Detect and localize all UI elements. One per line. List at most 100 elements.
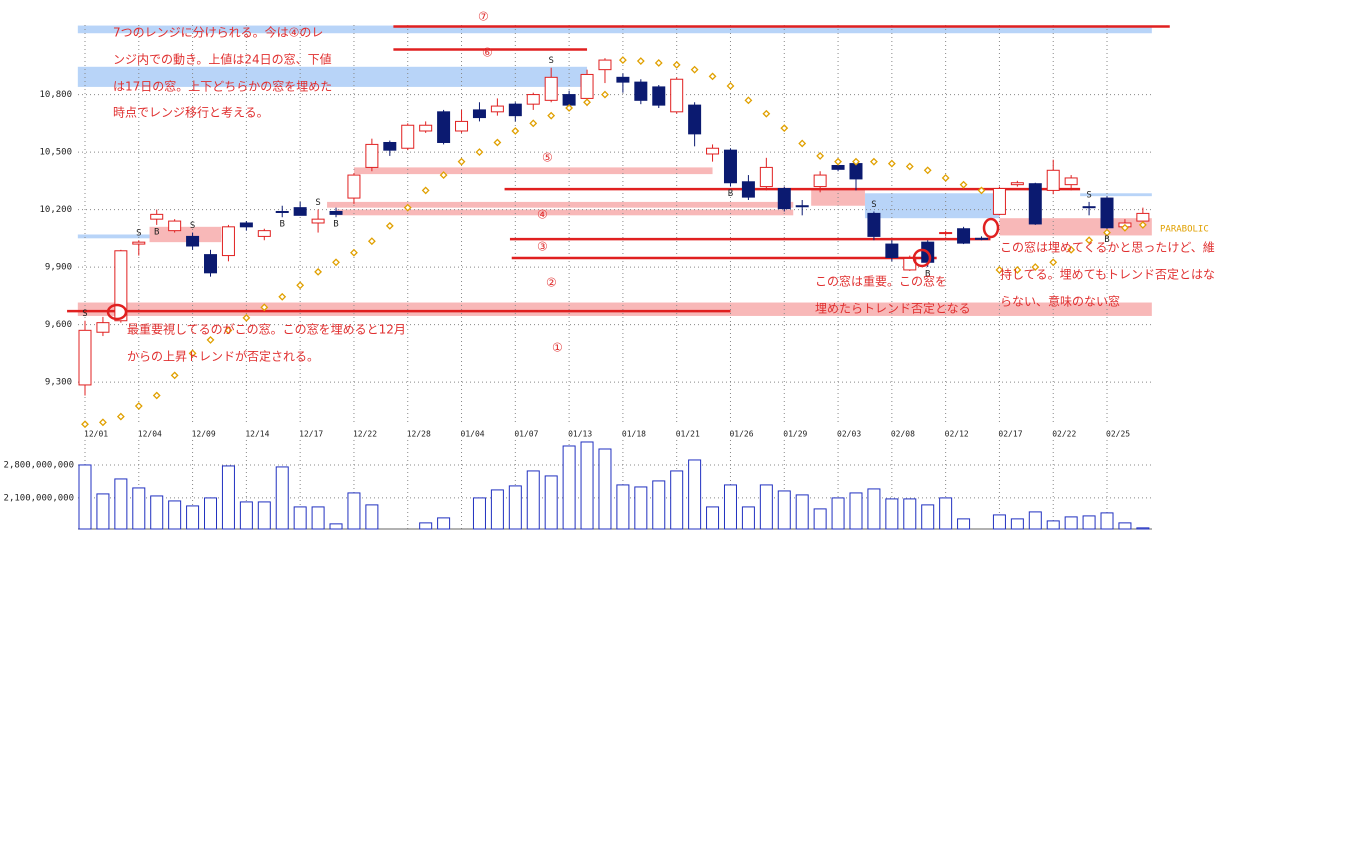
candle-body xyxy=(957,228,971,244)
parabolic-dot xyxy=(941,174,950,182)
candle-body xyxy=(150,213,164,220)
x-tick-label: 01/18 xyxy=(622,430,646,439)
range-label: ③ xyxy=(537,240,548,254)
volume-bar xyxy=(150,495,164,530)
volume-bar xyxy=(221,465,235,530)
volume-bar xyxy=(293,506,307,530)
candle-body xyxy=(347,174,361,199)
candle-body xyxy=(186,235,200,247)
signal-label: B xyxy=(333,220,338,230)
signal-label: S xyxy=(871,200,876,210)
parabolic-dot xyxy=(601,90,609,99)
candle-body xyxy=(1100,197,1114,229)
note: この窓は埋めてくるかと思ったけど、維 xyxy=(1000,240,1215,255)
candle-body xyxy=(670,78,684,113)
range-label: ⑦ xyxy=(478,10,489,24)
volume-bar xyxy=(419,522,433,530)
candle-body xyxy=(1136,212,1150,222)
candle-body xyxy=(1010,182,1024,186)
parabolic-dot xyxy=(170,371,179,380)
signal-label: B xyxy=(728,189,733,199)
volume-bar xyxy=(1046,520,1060,530)
parabolic-dot xyxy=(887,159,896,168)
x-tick-label: 12/22 xyxy=(353,430,377,439)
volume-bar xyxy=(867,488,881,530)
parabolic-dot xyxy=(367,237,376,246)
volume-bar xyxy=(239,501,253,530)
candle-body xyxy=(562,94,576,106)
volume-bar xyxy=(795,494,809,530)
volume-bar xyxy=(1100,512,1114,530)
candle-body xyxy=(992,187,1006,215)
volume-bar xyxy=(114,478,128,530)
candle-body xyxy=(455,120,469,132)
candle-body xyxy=(706,147,720,155)
x-tick-label: 02/22 xyxy=(1052,430,1076,439)
y-tick-label: 10,200 xyxy=(39,205,72,215)
volume-bar xyxy=(706,506,720,530)
x-tick-label: 12/04 xyxy=(138,430,162,439)
legend-entry: PARABOLIC xyxy=(1160,225,1209,235)
note: 最重要視してるのがこの窓。この窓を埋めると12月 xyxy=(127,322,406,337)
volume-bar xyxy=(921,504,935,530)
candle-body xyxy=(867,212,881,237)
signal-label: S xyxy=(548,56,553,66)
parabolic-dot xyxy=(726,82,735,90)
volume-bar xyxy=(168,500,182,530)
parabolic-dot xyxy=(260,303,269,312)
range-label: ② xyxy=(546,276,557,290)
labels: ⑦ ⑥ ⑤ ④ ③ ② ① 7つのレンジに分けられる。今は④のレ ンジ内での動き… xyxy=(113,10,1215,364)
zone xyxy=(327,201,794,208)
parabolic-dot xyxy=(708,72,717,81)
note: らない、意味のない窓 xyxy=(1000,294,1120,309)
parabolic-dot xyxy=(565,104,574,112)
volume-bar xyxy=(939,497,953,530)
signal-label: S xyxy=(315,198,320,208)
parabolic-dot xyxy=(1031,263,1040,271)
candle-body xyxy=(526,94,540,105)
parabolic-dot xyxy=(116,412,125,421)
parabolic-dot xyxy=(870,157,878,166)
x-tick-label: 01/04 xyxy=(461,430,485,439)
x-tick-label: 01/29 xyxy=(783,430,807,439)
candle-body xyxy=(96,322,110,333)
candle-body xyxy=(437,111,451,143)
volume-bar xyxy=(992,514,1006,530)
signal-label: S xyxy=(82,309,87,319)
parabolic-dot xyxy=(547,111,556,120)
volume-bar xyxy=(1136,527,1150,530)
y-tick-label: 9,600 xyxy=(45,320,72,330)
candle-body xyxy=(544,76,558,101)
signal-label: S xyxy=(136,229,141,239)
candle-body xyxy=(78,329,92,386)
signal-label: S xyxy=(1086,190,1091,200)
parabolic-dot xyxy=(493,138,502,147)
volume-bar xyxy=(670,470,684,530)
y2-tick-label: 2,100,000,000 xyxy=(4,493,74,503)
parabolic-dot xyxy=(1067,245,1076,254)
signal-label: B xyxy=(154,227,159,237)
parabolic-dot xyxy=(798,139,807,148)
candle-body xyxy=(257,230,271,237)
note: からの上昇トレンドが否定される。 xyxy=(127,349,319,364)
parabolic-dot xyxy=(242,313,251,322)
parabolic-dot xyxy=(296,281,305,290)
zone xyxy=(864,193,1000,219)
volume-bar xyxy=(598,448,612,530)
zone xyxy=(1080,193,1152,197)
y2-tick-label: 2,800,000,000 xyxy=(4,460,74,470)
parabolic-dot xyxy=(188,349,197,358)
volume-bar xyxy=(957,518,971,530)
candle-body xyxy=(365,143,379,168)
candle-body xyxy=(777,187,791,210)
volume-bar xyxy=(347,492,361,530)
volume-bar xyxy=(311,506,325,530)
candle-body xyxy=(221,226,235,257)
range-label: ⑤ xyxy=(542,151,553,165)
candle-body xyxy=(1028,183,1042,225)
parabolic-dot xyxy=(314,267,323,276)
x-tick-label: 02/03 xyxy=(837,430,861,439)
parabolic-dot xyxy=(690,65,699,74)
zone xyxy=(77,25,1152,34)
candle-body xyxy=(204,254,218,274)
